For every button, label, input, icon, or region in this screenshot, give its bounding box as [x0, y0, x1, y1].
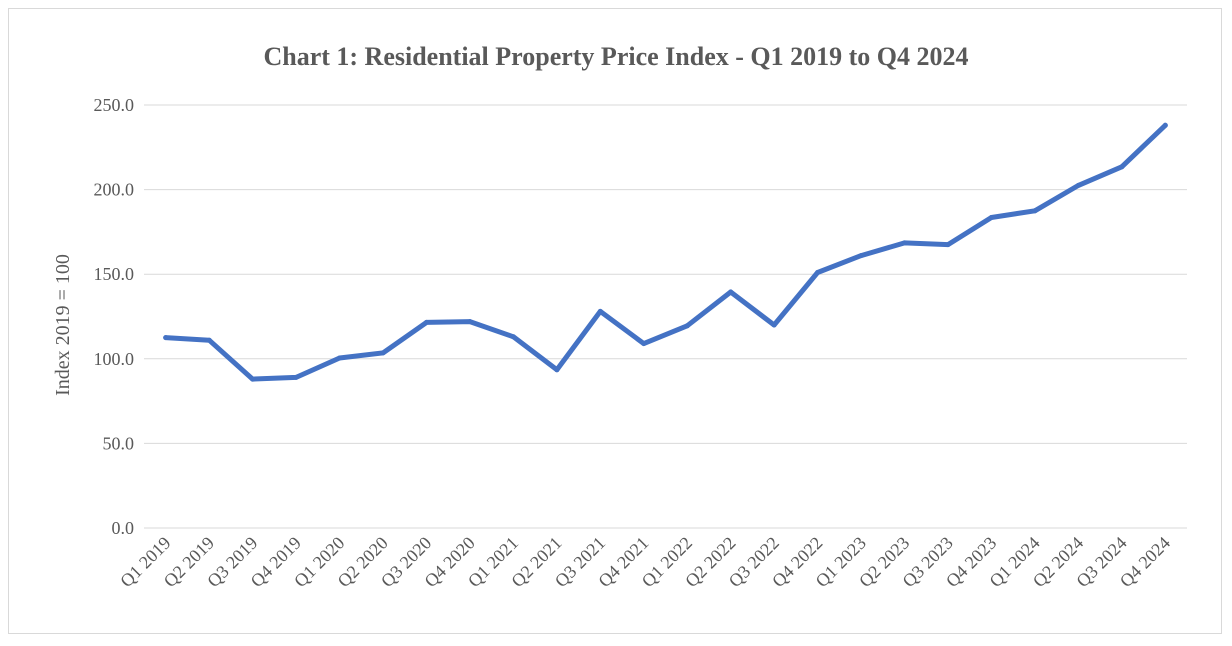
- data-point: [380, 350, 386, 356]
- data-point: [206, 337, 212, 343]
- chart-frame: Chart 1: Residential Property Price Inde…: [8, 8, 1222, 634]
- data-point: [554, 367, 560, 373]
- data-point: [902, 240, 907, 246]
- y-tick-label: 250.0: [94, 95, 135, 115]
- y-tick-label: 150.0: [94, 264, 135, 284]
- data-point: [815, 270, 821, 275]
- gridlines: [144, 104, 1187, 529]
- data-point: [163, 335, 169, 341]
- data-point: [988, 215, 994, 220]
- data-point: [597, 308, 603, 314]
- data-point: [1119, 164, 1125, 170]
- y-tick-label: 0.0: [112, 518, 135, 538]
- data-point: [424, 319, 429, 325]
- data-point: [945, 242, 951, 248]
- data-point: [250, 376, 256, 382]
- chart-title: Chart 1: Residential Property Price Inde…: [263, 42, 968, 71]
- data-point: [1075, 182, 1081, 188]
- series-layer: [163, 122, 1168, 382]
- data-point: [1032, 208, 1038, 214]
- series-line: [163, 122, 1168, 382]
- y-tick-label: 50.0: [103, 433, 135, 453]
- data-point: [510, 334, 516, 340]
- data-point: [641, 341, 647, 347]
- data-point: [467, 319, 473, 325]
- data-point: [293, 374, 299, 380]
- y-tick-label: 200.0: [94, 180, 135, 200]
- data-point: [771, 322, 777, 328]
- y-tick-label: 100.0: [94, 349, 135, 369]
- y-axis-label: Index 2019 = 100: [52, 254, 74, 396]
- data-point: [728, 289, 734, 295]
- line-chart: Chart 1: Residential Property Price Inde…: [52, 42, 1187, 591]
- data-point: [1162, 122, 1168, 128]
- y-axis-ticks: 0.0 50.0 100.0 150.0 200.0 250.0: [94, 95, 135, 538]
- data-point: [858, 253, 864, 259]
- data-point: [684, 323, 690, 329]
- data-point: [337, 355, 343, 361]
